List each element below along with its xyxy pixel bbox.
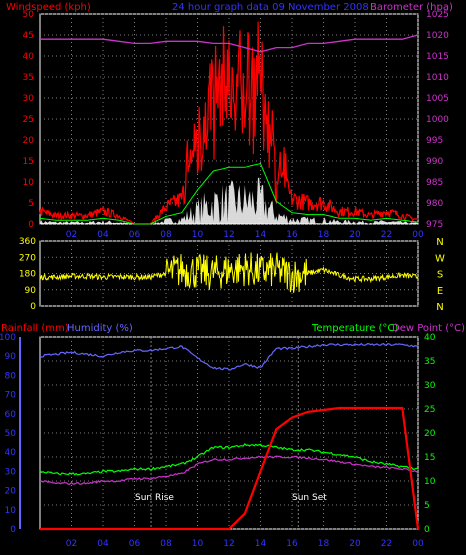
compass-label: S <box>437 270 443 281</box>
wind-left-tick: 0 <box>28 220 34 230</box>
lower-time-tick: 06 <box>129 539 141 549</box>
temperature-tick: 25 <box>424 405 435 415</box>
lower-time-tick: 10 <box>192 539 204 549</box>
temperature-tick: 10 <box>424 477 436 487</box>
compass-label: N <box>436 237 443 248</box>
temperature-tick: 20 <box>424 429 436 439</box>
temperature-line <box>39 442 419 476</box>
wind-time-tick: 04 <box>97 230 109 240</box>
temperature-tick: 40 <box>424 333 436 343</box>
lower-time-tick: 08 <box>160 539 172 549</box>
wind-left-tick: 45 <box>23 31 34 41</box>
barometer-tick: 980 <box>426 199 443 209</box>
chart-title: 24 hour graph data 09 November 2008 <box>172 2 369 13</box>
windspeed-axis-label: Windspeed (kph) <box>6 2 91 13</box>
lower-time-tick: 18 <box>318 539 330 549</box>
wind-left-tick: 10 <box>23 178 35 188</box>
sunset-label: Sun Set <box>292 493 327 503</box>
barometer-line <box>40 34 419 53</box>
barometer-tick: 985 <box>426 178 443 188</box>
barometer-tick: 995 <box>426 136 443 146</box>
wind-left-tick: 20 <box>23 136 35 146</box>
temperature-tick: 30 <box>424 381 436 391</box>
compass-label: W <box>435 253 445 264</box>
wind-time-tick: 00 <box>412 230 424 240</box>
temperature-tick: 5 <box>424 501 430 511</box>
lower-time-tick: 20 <box>349 539 361 549</box>
temperature-tick: 35 <box>424 357 435 367</box>
wind-left-tick: 40 <box>23 52 35 62</box>
barometer-tick: 1015 <box>426 52 449 62</box>
wind-average-line <box>39 162 419 225</box>
lower-left-tick: 80 <box>5 371 17 381</box>
lower-left-tick: 10 <box>5 506 17 516</box>
barometer-tick: 990 <box>426 157 443 167</box>
lower-time-tick: 00 <box>412 539 424 549</box>
temperature-tick: 15 <box>424 453 435 463</box>
wind-left-tick: 15 <box>23 157 34 167</box>
wind-time-tick: 10 <box>192 230 204 240</box>
direction-tick: 360 <box>19 237 36 247</box>
lower-time-tick: 02 <box>66 539 77 549</box>
wind-time-tick: 08 <box>160 230 172 240</box>
rainfall-line <box>40 406 420 531</box>
humidity-axis-label: Humidity (%) <box>67 323 133 334</box>
wind-time-tick: 06 <box>129 230 141 240</box>
compass-label: N <box>436 302 443 313</box>
barometer-tick: 1010 <box>426 73 449 83</box>
direction-tick: 0 <box>30 302 36 312</box>
direction-tick: 180 <box>19 270 36 280</box>
lower-time-tick: 16 <box>286 539 298 549</box>
wind-direction-line <box>39 252 419 293</box>
wind-time-tick: 02 <box>66 230 77 240</box>
lower-left-tick: 20 <box>5 487 17 497</box>
lower-left-tick: 90 <box>5 352 17 362</box>
temperature-tick: 0 <box>424 525 430 535</box>
direction-tick: 90 <box>25 286 37 296</box>
sunrise-label: Sun Rise <box>135 493 174 503</box>
lower-time-tick: 14 <box>255 539 267 549</box>
wind-time-tick: 14 <box>255 230 267 240</box>
barometer-tick: 1000 <box>426 115 449 125</box>
barometer-tick: 975 <box>426 220 443 230</box>
rainfall-axis-label: Rainfall (mm) <box>1 323 69 334</box>
wind-time-tick: 20 <box>349 230 361 240</box>
wind-left-tick: 25 <box>23 115 34 125</box>
compass-label: E <box>437 286 443 297</box>
barometer-tick: 1025 <box>426 10 449 20</box>
lower-left-tick: 70 <box>5 391 17 401</box>
wind-left-tick: 50 <box>23 10 35 20</box>
lower-time-tick: 22 <box>381 539 392 549</box>
wind-left-tick: 30 <box>23 94 35 104</box>
wind-time-tick: 12 <box>223 230 234 240</box>
lower-time-tick: 12 <box>223 539 234 549</box>
dewpoint-line <box>39 455 419 485</box>
wind-time-tick: 22 <box>381 230 392 240</box>
wind-time-tick: 18 <box>318 230 330 240</box>
lower-left-tick: 50 <box>5 429 17 439</box>
lower-left-tick: 60 <box>5 410 17 420</box>
wind-left-tick: 35 <box>23 73 34 83</box>
humidity-line <box>39 342 419 371</box>
wind-left-tick: 5 <box>28 199 34 209</box>
wind-time-tick: 16 <box>286 230 298 240</box>
direction-tick: 270 <box>19 253 36 263</box>
dewpoint-axis-label: Dew Point (°C) <box>392 323 465 334</box>
barometer-tick: 1005 <box>426 94 449 104</box>
windspeed-line <box>39 21 419 225</box>
lower-left-tick: 30 <box>5 467 17 477</box>
lower-left-tick: 0 <box>10 525 16 535</box>
barometer-tick: 1020 <box>426 31 449 41</box>
barometer-axis-label: Barometer (hpa) <box>370 2 453 13</box>
temperature-axis-label: Temperature (°C) <box>311 323 398 334</box>
lower-left-tick: 100 <box>0 333 16 343</box>
lower-time-tick: 04 <box>97 539 109 549</box>
lower-left-tick: 40 <box>5 448 17 458</box>
gust-area <box>40 177 418 224</box>
